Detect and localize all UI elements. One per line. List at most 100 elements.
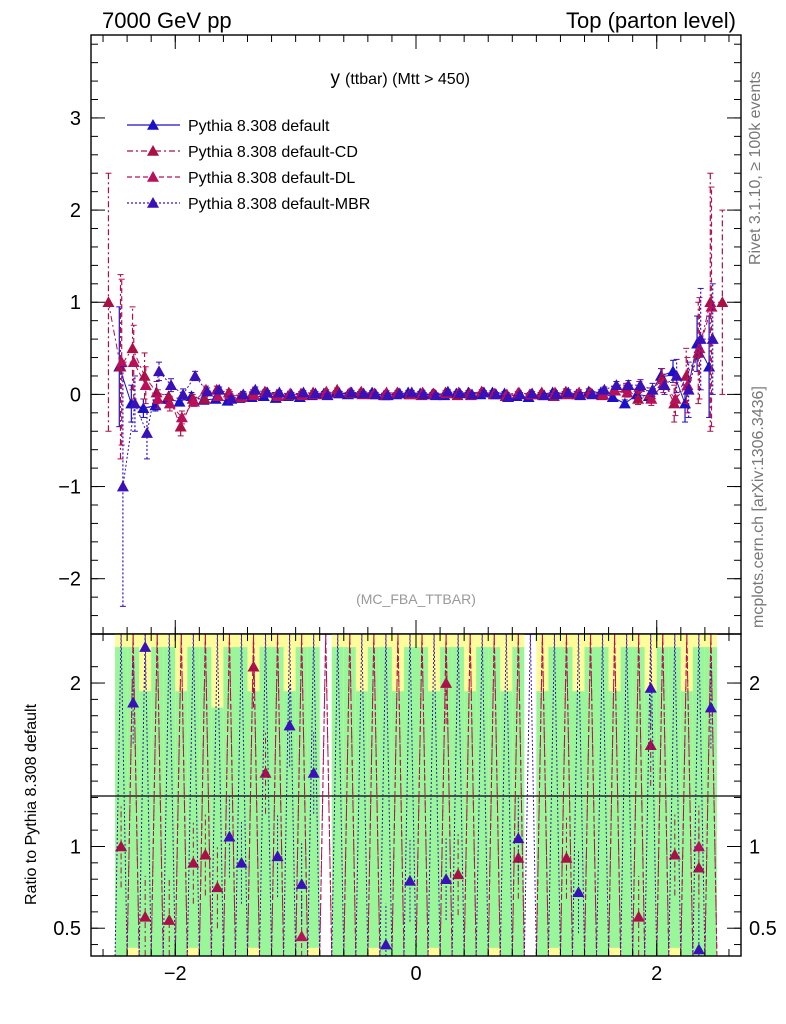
data-point xyxy=(453,387,466,399)
data-point xyxy=(297,386,310,398)
ratio-band-inner xyxy=(127,647,140,948)
y-tick-label: 0 xyxy=(70,384,81,406)
ratio-band-layer xyxy=(115,634,717,956)
ratio-band-inner xyxy=(476,647,489,956)
ratio-point xyxy=(307,766,320,778)
data-point xyxy=(634,379,647,390)
ratio-tick-label-right: 0.5 xyxy=(749,918,777,940)
data-point xyxy=(417,388,430,400)
ratio-panel: 0.5 0.5 1 1 2 2 Ratio to Pythia 8.308 default xyxy=(23,633,777,957)
ratio-band-inner xyxy=(175,691,188,956)
ratio-line xyxy=(355,633,369,957)
ratio-band-inner xyxy=(259,647,272,956)
ratio-line xyxy=(499,633,513,957)
legend-label: Pythia 8.308 default-CD xyxy=(188,144,358,161)
ratio-point xyxy=(199,848,212,860)
y-tick-label: 3 xyxy=(70,108,81,130)
series-line xyxy=(121,306,712,419)
ratio-line xyxy=(451,633,465,957)
data-point xyxy=(273,386,286,398)
legend-label: Pythia 8.308 default-DL xyxy=(188,170,355,187)
ratio-band-inner xyxy=(656,647,669,956)
x-tick-label: 2 xyxy=(651,963,662,985)
legend-label: Pythia 8.308 default xyxy=(188,118,330,135)
legend-marker xyxy=(147,119,159,130)
ratio-line xyxy=(283,633,297,957)
ratio-band-inner xyxy=(403,647,416,956)
ratio-line xyxy=(186,633,200,957)
data-point xyxy=(369,388,382,400)
ratio-point xyxy=(247,660,260,672)
ratio-band-inner xyxy=(416,647,429,956)
header-right: Top (parton level) xyxy=(566,8,736,33)
ratio-band-inner xyxy=(187,647,200,948)
ratio-band-inner xyxy=(692,647,705,956)
y-tick-label: 2 xyxy=(70,200,81,222)
data-point xyxy=(237,388,250,400)
ratio-band-inner xyxy=(367,647,380,948)
ratio-point xyxy=(692,943,705,955)
ratio-tick-label: 1 xyxy=(70,836,81,858)
ratio-band-inner xyxy=(355,691,368,956)
data-point xyxy=(248,389,261,401)
data-point xyxy=(538,389,551,401)
legend-marker xyxy=(147,145,159,156)
ratio-point xyxy=(560,851,573,863)
data-point xyxy=(249,383,262,395)
ratio-line xyxy=(331,633,345,957)
ratio-band-inner xyxy=(331,647,344,956)
data-point xyxy=(309,387,322,399)
ratio-band-inner xyxy=(548,647,561,948)
y-tick-label: −2 xyxy=(58,569,81,591)
ratio-band-inner xyxy=(536,691,549,956)
data-point xyxy=(621,386,634,398)
ratio-point xyxy=(644,739,657,750)
ratio-tick-label: 0.5 xyxy=(53,918,81,940)
ratio-point xyxy=(211,881,224,893)
data-point xyxy=(526,387,539,399)
data-point xyxy=(622,379,635,390)
data-point xyxy=(670,369,683,381)
ratio-point xyxy=(403,874,416,886)
data-point xyxy=(162,390,175,402)
ratio-band-inner xyxy=(464,691,477,956)
ratio-point xyxy=(704,701,717,713)
legend-label: Pythia 8.308 default-MBR xyxy=(188,196,370,213)
data-point xyxy=(441,385,454,397)
x-axis-ticks: −2 0 2 xyxy=(102,35,730,985)
data-point xyxy=(321,389,334,401)
source-label: mcplots.cern.ch [arXiv:1306.3436] xyxy=(750,386,767,628)
legend-marker xyxy=(147,197,159,208)
ratio-band-inner xyxy=(704,647,717,956)
ratio-line xyxy=(210,633,224,957)
ratio-line xyxy=(162,633,176,957)
ratio-band-inner xyxy=(139,691,152,956)
ratio-line xyxy=(692,633,706,957)
ratio-band-inner xyxy=(632,647,645,956)
ratio-band-inner xyxy=(584,647,597,956)
data-point xyxy=(345,386,358,398)
x-tick-label: −2 xyxy=(164,963,187,985)
ratio-band-inner xyxy=(283,691,296,956)
y-tick-label: −1 xyxy=(58,477,81,499)
ratio-point xyxy=(644,681,657,693)
data-point xyxy=(285,388,298,400)
plot-title-main: y xyxy=(331,68,341,89)
ratio-line xyxy=(620,633,634,957)
series-default xyxy=(113,306,716,428)
ratio-band-inner xyxy=(620,647,633,956)
rivet-version-label: Rivet 3.1.10, ≥ 100k events xyxy=(747,71,764,265)
ratio-band-inner xyxy=(428,691,441,948)
data-point xyxy=(189,369,202,381)
ratio-point xyxy=(572,886,585,898)
data-point xyxy=(173,395,186,407)
data-point xyxy=(211,390,224,402)
ratio-band-inner xyxy=(115,647,128,956)
data-point xyxy=(669,393,682,404)
ratio-band-inner xyxy=(163,647,176,956)
ratio-band-inner xyxy=(644,691,657,956)
ratio-point xyxy=(512,832,525,844)
data-point xyxy=(658,379,671,390)
data-point xyxy=(139,379,152,390)
